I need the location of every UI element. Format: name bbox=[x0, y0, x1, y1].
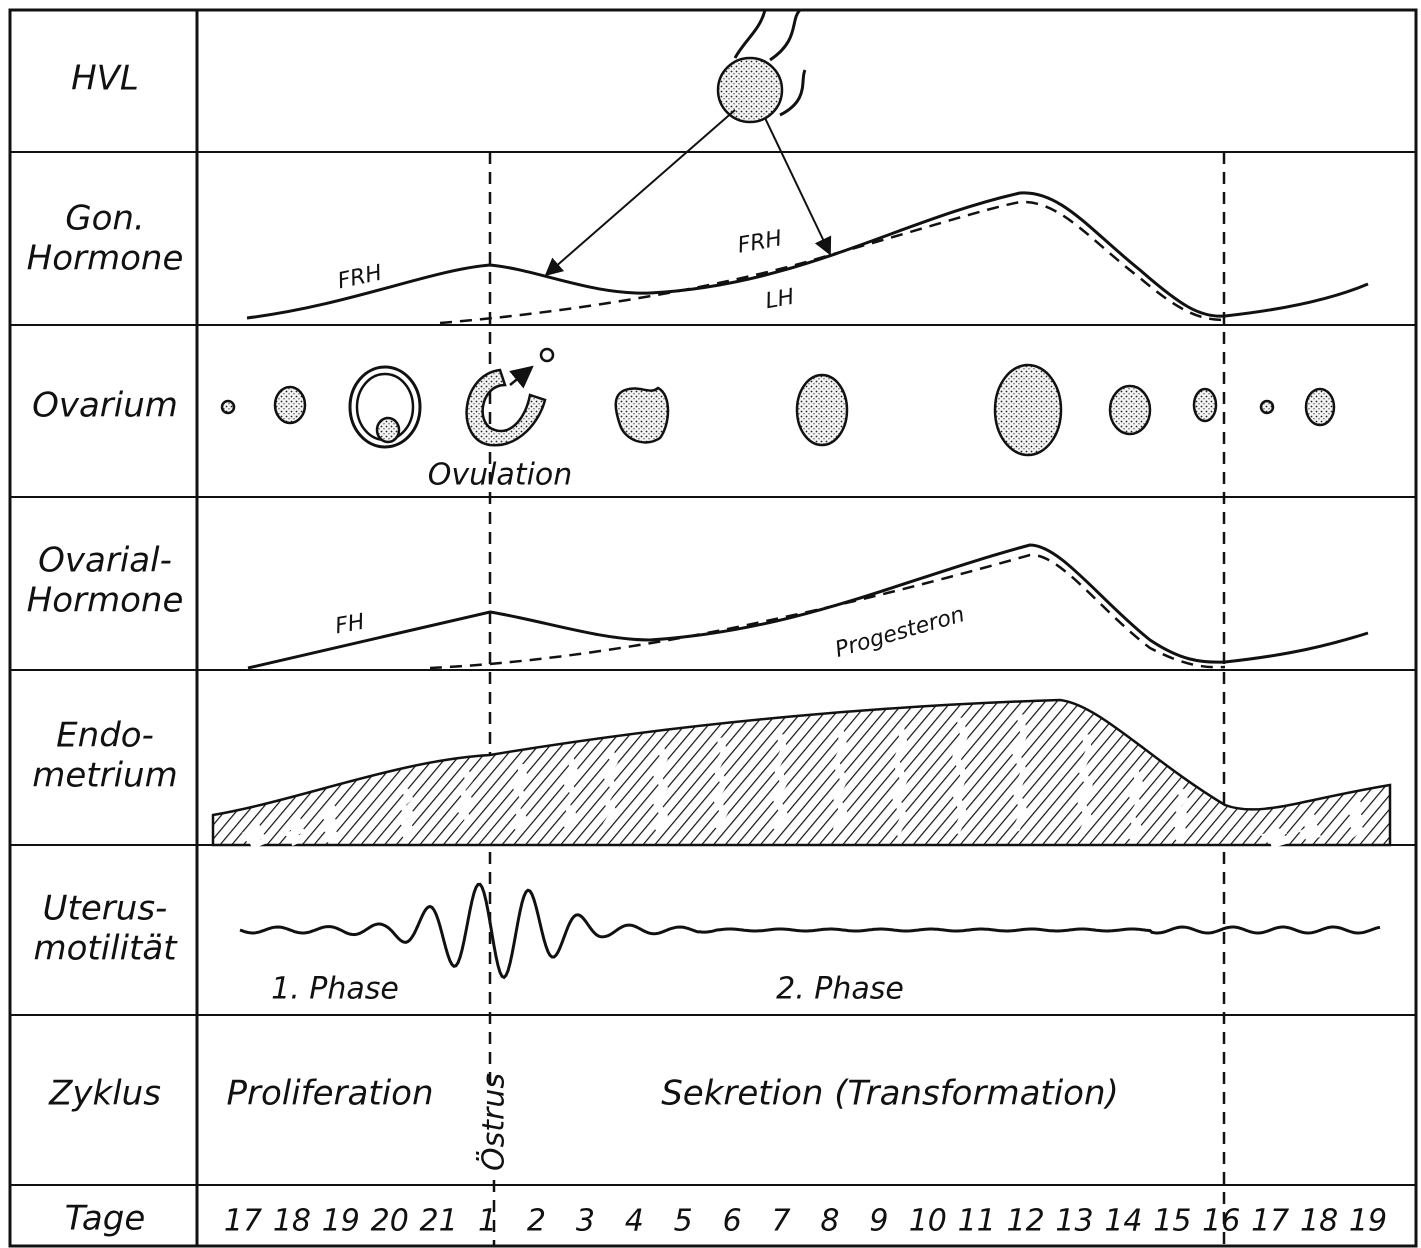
day-label: 19 bbox=[1349, 1204, 1387, 1239]
lh-curve bbox=[439, 200, 1226, 325]
gland bbox=[892, 724, 908, 837]
day-label: 2 bbox=[527, 1204, 546, 1239]
day-label: 10 bbox=[909, 1204, 947, 1239]
row-label: Gon. bbox=[65, 199, 145, 239]
day-label: 4 bbox=[625, 1204, 644, 1239]
row-label: Zyklus bbox=[48, 1074, 161, 1114]
day-label: 13 bbox=[1055, 1204, 1093, 1239]
day-label: 20 bbox=[371, 1204, 409, 1239]
uterus-wave bbox=[239, 882, 1381, 980]
gland bbox=[1126, 768, 1144, 842]
row-label: Uterus- bbox=[43, 889, 168, 929]
ovulation-label: Ovulation bbox=[428, 458, 573, 493]
row-label: HVL bbox=[71, 59, 139, 99]
curve-label: FH bbox=[333, 610, 366, 640]
gland bbox=[601, 748, 619, 827]
row-label: metrium bbox=[32, 756, 177, 796]
gland bbox=[1345, 798, 1365, 838]
row-label: Tage bbox=[65, 1199, 146, 1239]
gland bbox=[651, 744, 669, 832]
phase-label: 1. Phase bbox=[271, 972, 399, 1007]
day-label: 17 bbox=[224, 1204, 262, 1239]
day-label: 11 bbox=[958, 1204, 996, 1239]
gland bbox=[712, 737, 728, 830]
gland bbox=[952, 717, 968, 835]
gland bbox=[832, 729, 848, 832]
endometrium-glands bbox=[241, 714, 1365, 850]
curve-label: Progesteron bbox=[832, 602, 967, 663]
fh-curve bbox=[247, 543, 1369, 670]
day-label: 15 bbox=[1153, 1204, 1191, 1239]
labels: FRH FRH LH Ovulation FH Progesteron 1. P… bbox=[226, 226, 1118, 1171]
gland bbox=[1298, 812, 1322, 844]
row-label: Endo- bbox=[56, 716, 154, 756]
day-label: 16 bbox=[1202, 1204, 1240, 1239]
gland bbox=[241, 823, 269, 850]
cycle-label: Sekretion (Transformation) bbox=[661, 1074, 1119, 1114]
ovarium-shapes bbox=[220, 347, 1336, 457]
day-label: 1 bbox=[478, 1204, 497, 1239]
row-label: Ovarium bbox=[32, 386, 178, 426]
gland bbox=[561, 756, 579, 830]
day-label: 19 bbox=[322, 1204, 360, 1239]
phase-label: 2. Phase bbox=[776, 972, 904, 1007]
gland bbox=[456, 768, 474, 833]
cycle-label: Östrus bbox=[476, 1073, 512, 1171]
gland bbox=[1077, 734, 1093, 837]
frh-curve bbox=[246, 191, 1369, 320]
curve-label: LH bbox=[764, 285, 797, 315]
gland bbox=[1012, 714, 1028, 832]
pituitary bbox=[544, 8, 832, 277]
gland bbox=[1259, 827, 1291, 849]
row-label: Hormone bbox=[27, 239, 184, 279]
endometrium bbox=[211, 698, 1392, 847]
day-label: 18 bbox=[1300, 1204, 1338, 1239]
gland bbox=[511, 763, 529, 833]
cycle-label: Proliferation bbox=[226, 1074, 433, 1114]
day-label: 21 bbox=[420, 1204, 458, 1239]
day-label: 6 bbox=[723, 1204, 742, 1239]
frame bbox=[8, 8, 1418, 1248]
gland bbox=[283, 815, 307, 847]
day-label: 14 bbox=[1104, 1204, 1142, 1239]
gland bbox=[1171, 788, 1189, 843]
day-label: 17 bbox=[1251, 1204, 1289, 1239]
gland bbox=[772, 734, 788, 832]
day-label: 9 bbox=[869, 1204, 888, 1239]
day-label: 12 bbox=[1007, 1204, 1045, 1239]
day-label: 8 bbox=[820, 1204, 839, 1239]
day-label: 5 bbox=[674, 1204, 693, 1239]
row-label: motilität bbox=[33, 929, 178, 969]
gland bbox=[320, 803, 340, 843]
row-label: Hormone bbox=[27, 581, 184, 621]
gland bbox=[395, 788, 415, 838]
progesteron-curve bbox=[429, 553, 1226, 670]
day-label: 18 bbox=[273, 1204, 311, 1239]
day-label: 3 bbox=[576, 1204, 595, 1239]
day-label: 7 bbox=[771, 1204, 790, 1239]
row-label: Ovarial- bbox=[38, 541, 172, 581]
curve-label: FRH bbox=[736, 226, 784, 258]
